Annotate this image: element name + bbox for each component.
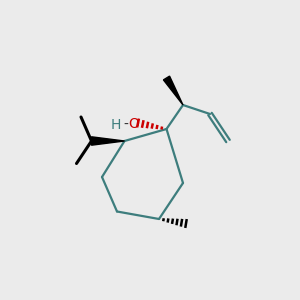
Text: -: - (123, 118, 128, 132)
Text: O: O (129, 118, 140, 131)
Polygon shape (92, 137, 124, 145)
Polygon shape (164, 76, 183, 105)
Text: H: H (110, 118, 121, 132)
